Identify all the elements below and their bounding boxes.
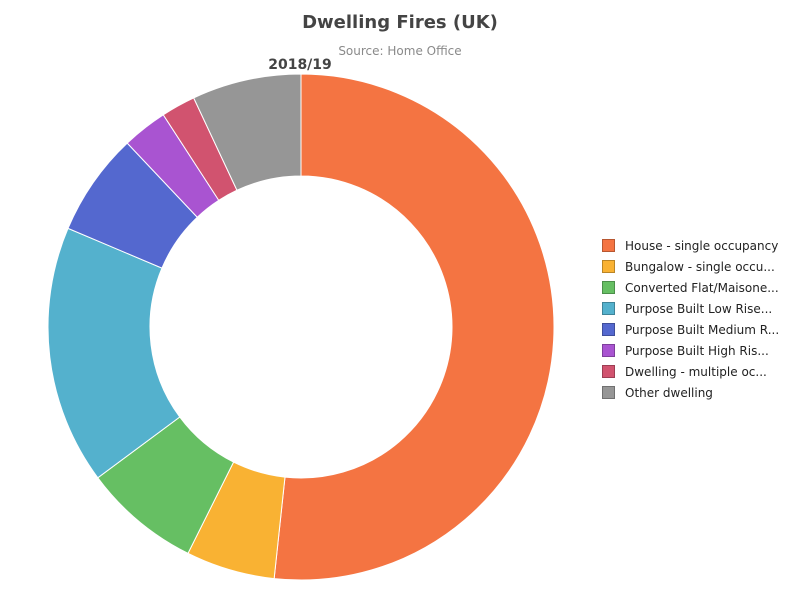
legend-swatch: [602, 344, 615, 357]
legend-swatch: [602, 302, 615, 315]
chart-legend: House - single occupancy Bungalow - singl…: [602, 235, 779, 403]
legend-label: House - single occupancy: [625, 238, 779, 253]
legend-swatch: [602, 386, 615, 399]
legend-label: Converted Flat/Maisone...: [625, 280, 779, 295]
legend-item-6[interactable]: Dwelling - multiple oc...: [602, 361, 779, 382]
donut-slice-7[interactable]: [193, 73, 302, 191]
legend-swatch: [602, 239, 615, 252]
chart-subtitle: Source: Home Office: [338, 44, 462, 58]
legend-label: Bungalow - single occu...: [625, 259, 775, 274]
legend-item-3[interactable]: Purpose Built Low Rise...: [602, 298, 779, 319]
legend-item-2[interactable]: Converted Flat/Maisone...: [602, 277, 779, 298]
donut-slices: [47, 73, 555, 581]
legend-item-4[interactable]: Purpose Built Medium R...: [602, 319, 779, 340]
legend-label: Purpose Built Low Rise...: [625, 301, 773, 316]
legend-item-5[interactable]: Purpose Built High Ris...: [602, 340, 779, 361]
donut-slice-0[interactable]: [273, 73, 555, 581]
legend-swatch: [602, 323, 615, 336]
chart-title: Dwelling Fires (UK): [302, 12, 498, 33]
legend-item-0[interactable]: House - single occupancy: [602, 235, 779, 256]
legend-swatch: [602, 365, 615, 378]
legend-label: Other dwelling: [625, 385, 713, 400]
legend-swatch: [602, 281, 615, 294]
legend-label: Purpose Built High Ris...: [625, 343, 769, 358]
legend-swatch: [602, 260, 615, 273]
legend-item-7[interactable]: Other dwelling: [602, 382, 779, 403]
legend-item-1[interactable]: Bungalow - single occu...: [602, 256, 779, 277]
legend-label: Dwelling - multiple oc...: [625, 364, 767, 379]
legend-label: Purpose Built Medium R...: [625, 322, 780, 337]
period-label: 2018/19: [268, 57, 332, 73]
